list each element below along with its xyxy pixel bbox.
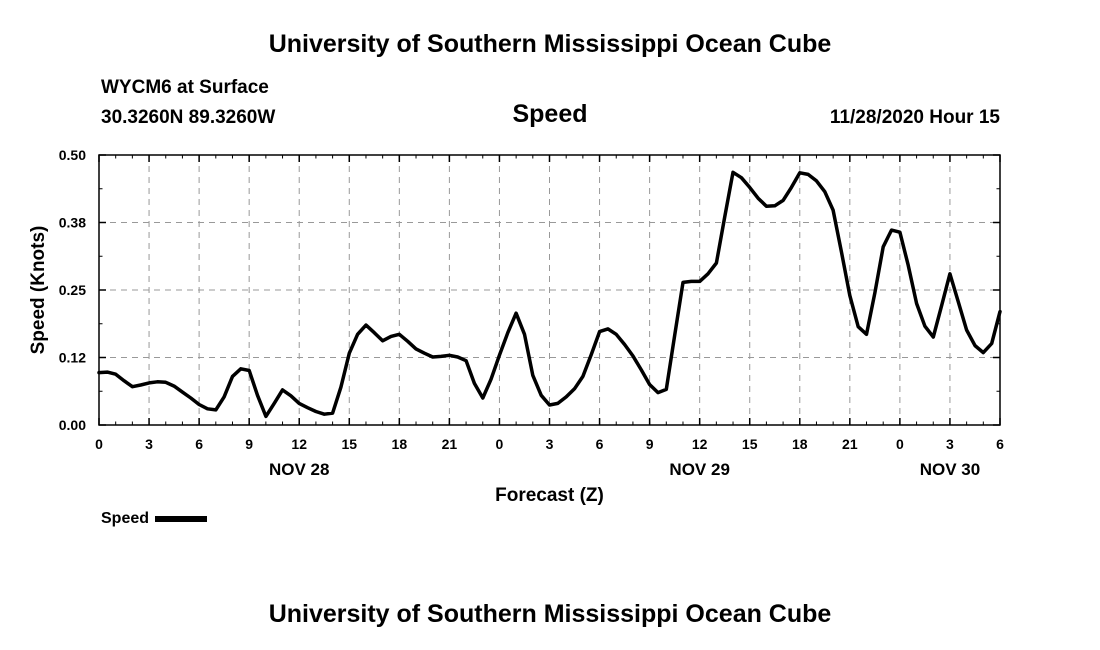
x-tick-label: 6 [996,436,1004,452]
x-tick-label: 6 [596,436,604,452]
legend-line-swatch [155,516,208,522]
coordinates-label: 30.3260N 89.3260W [101,107,276,128]
y-axis-label: Speed (Knots) [28,226,49,355]
legend: Speed [101,510,208,528]
x-tick-labels: 0 3 6 9 12 15 18 21 0 3 6 9 12 15 18 21 0 3 6 [95,436,1004,452]
x-axis-label: Forecast (Z) [495,485,604,506]
x-tick-label: 9 [245,436,253,452]
x-tick-label: 3 [145,436,153,452]
x-tick-label: 9 [646,436,654,452]
x-tick-label: 3 [546,436,554,452]
footer-title: University of Southern Mississippi Ocean… [268,600,832,628]
legend-label: Speed [101,510,150,527]
series-line-speed [97,170,1002,419]
date-label: NOV 30 [920,460,980,479]
axis-ticks [98,154,1001,426]
x-tick-label: 12 [291,436,307,452]
date-labels: NOV 28 NOV 29 NOV 30 [269,460,980,479]
y-tick-label: 0.00 [59,417,86,433]
grid-lines [99,155,1000,425]
y-tick-label: 0.38 [59,215,86,231]
x-tick-label: 15 [341,436,357,452]
x-tick-label: 12 [692,436,708,452]
variable-label: Speed [512,100,588,128]
x-tick-label: 6 [195,436,203,452]
x-tick-label: 0 [95,436,103,452]
x-tick-label: 21 [442,436,458,452]
y-tick-label: 0.12 [59,350,86,366]
x-tick-label: 3 [946,436,954,452]
x-tick-label: 0 [896,436,904,452]
station-label: WYCM6 at Surface [101,77,269,98]
y-tick-labels: 0.00 0.12 0.25 0.38 0.50 [59,147,86,433]
x-tick-label: 18 [792,436,808,452]
x-tick-label: 21 [842,436,858,452]
chart-title: University of Southern Mississippi Ocean… [268,30,832,58]
x-tick-label: 15 [742,436,758,452]
y-tick-label: 0.50 [59,147,86,163]
y-tick-label: 0.25 [59,282,86,298]
x-tick-label: 0 [496,436,504,452]
date-label: NOV 28 [269,460,329,479]
x-tick-label: 18 [392,436,408,452]
datetime-label: 11/28/2020 Hour 15 [829,107,1000,128]
date-label: NOV 29 [669,460,729,479]
